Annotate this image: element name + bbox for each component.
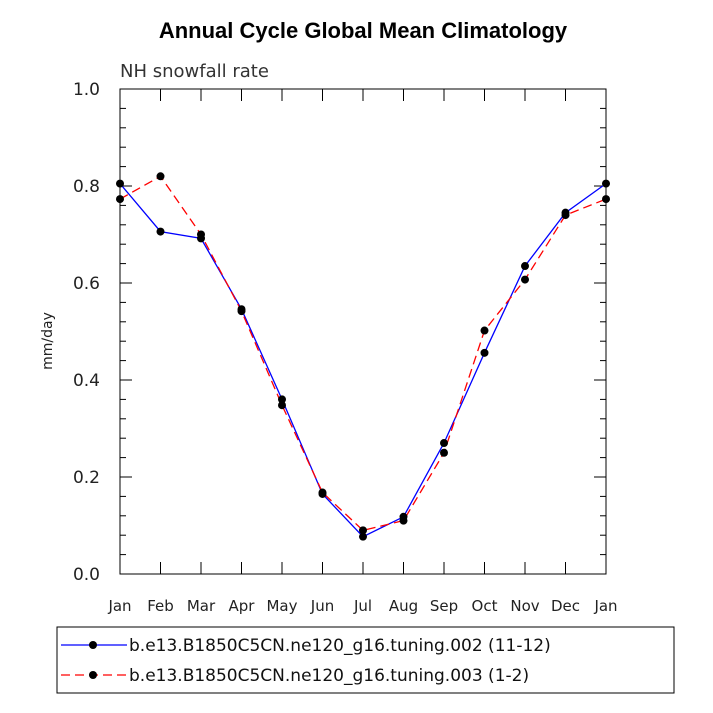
axis-ticks: 0.0 0.2 0.4 0.6 0.8 1.0 Jan Feb Mar Apr May Jun Jul A…	[73, 80, 618, 615]
series-2-point	[602, 195, 610, 204]
y-axis-label: mm/day	[40, 312, 56, 370]
chart-title: Annual Cycle Global Mean Climatology	[159, 18, 568, 43]
series-1-point	[156, 227, 165, 236]
x-tick-label: Sep	[430, 597, 458, 615]
y-tick-label: 0.6	[73, 274, 100, 294]
series-2-point	[399, 516, 408, 525]
series-line-1	[119, 183, 607, 538]
series-2-point	[156, 172, 165, 181]
legend-marker-1	[89, 641, 97, 649]
x-tick-label: Oct	[472, 597, 498, 615]
series-1-point	[521, 262, 529, 271]
series-2-point	[116, 195, 124, 204]
x-tick-label: Nov	[510, 597, 539, 615]
series-2-point	[318, 488, 327, 497]
series-1-point	[440, 439, 448, 448]
x-tick-label: May	[266, 597, 297, 615]
y-tick-label: 0.8	[73, 177, 100, 197]
series-layer	[116, 172, 610, 541]
x-tick-label: Mar	[187, 597, 216, 615]
x-tick-label: Apr	[229, 597, 256, 615]
x-tick-label: Aug	[389, 597, 418, 615]
chart-subtitle: NH snowfall rate	[120, 61, 269, 82]
series-1-point	[359, 532, 367, 541]
legend-box	[56, 626, 675, 694]
series-1-point	[278, 395, 286, 404]
x-tick-label: Feb	[147, 597, 174, 615]
x-tick-label: Jan	[593, 597, 617, 615]
y-tick-label: 0.0	[73, 565, 100, 585]
series-2-point	[237, 307, 246, 316]
series-2-point	[521, 275, 529, 284]
series-1-point	[116, 179, 124, 188]
series-2-point	[197, 230, 205, 239]
legend: b.e13.B1850C5CN.ne120_g16.tuning.002 (11…	[56, 626, 675, 694]
series-line-2	[119, 175, 607, 532]
plot-frame	[119, 88, 607, 575]
series-1-point	[602, 179, 610, 188]
series-2-point	[440, 448, 448, 457]
series-1-point	[480, 348, 489, 357]
x-tick-label: Jan	[107, 597, 131, 615]
series-2-point	[480, 326, 489, 335]
series-2-point	[561, 211, 570, 220]
x-tick-label: Jun	[310, 597, 334, 615]
series-2-point	[359, 526, 367, 535]
legend-marker-2	[89, 671, 97, 679]
x-tick-label: Dec	[551, 597, 580, 615]
y-tick-label: 1.0	[73, 80, 100, 100]
legend-label-2: b.e13.B1850C5CN.ne120_g16.tuning.003 (1-…	[129, 666, 529, 686]
legend-label-1: b.e13.B1850C5CN.ne120_g16.tuning.002 (11…	[129, 636, 551, 656]
series-2-point	[278, 401, 286, 410]
y-tick-label: 0.4	[73, 371, 100, 391]
y-tick-label: 0.2	[73, 468, 100, 488]
x-tick-label: Jul	[353, 597, 372, 615]
